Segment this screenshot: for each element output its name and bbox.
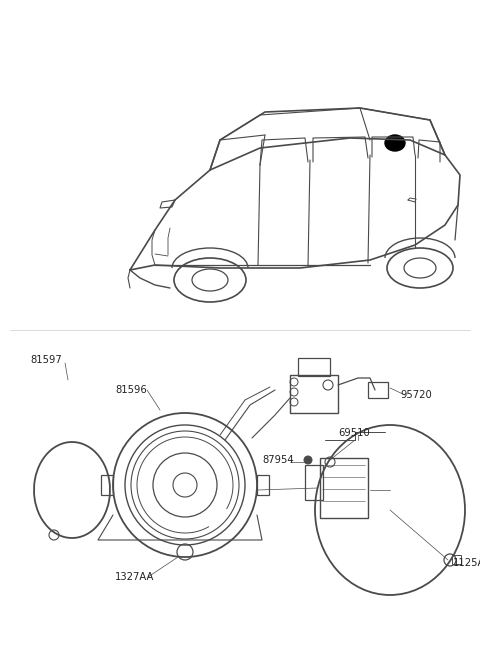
Bar: [298, 358, 330, 376]
Bar: [290, 375, 338, 413]
Bar: [320, 458, 368, 518]
Ellipse shape: [385, 135, 405, 151]
Ellipse shape: [304, 456, 312, 464]
Text: 95720: 95720: [400, 390, 432, 400]
Bar: [257, 475, 269, 495]
Text: 1327AA: 1327AA: [115, 572, 155, 582]
Bar: [368, 382, 388, 398]
Bar: [305, 465, 323, 500]
Text: 81597: 81597: [30, 355, 62, 365]
Bar: [452, 555, 461, 564]
Text: 69510: 69510: [338, 428, 370, 438]
Bar: [101, 475, 113, 495]
Text: 81596: 81596: [115, 385, 147, 395]
Text: 87954: 87954: [262, 455, 294, 465]
Text: 1125AC: 1125AC: [453, 558, 480, 568]
